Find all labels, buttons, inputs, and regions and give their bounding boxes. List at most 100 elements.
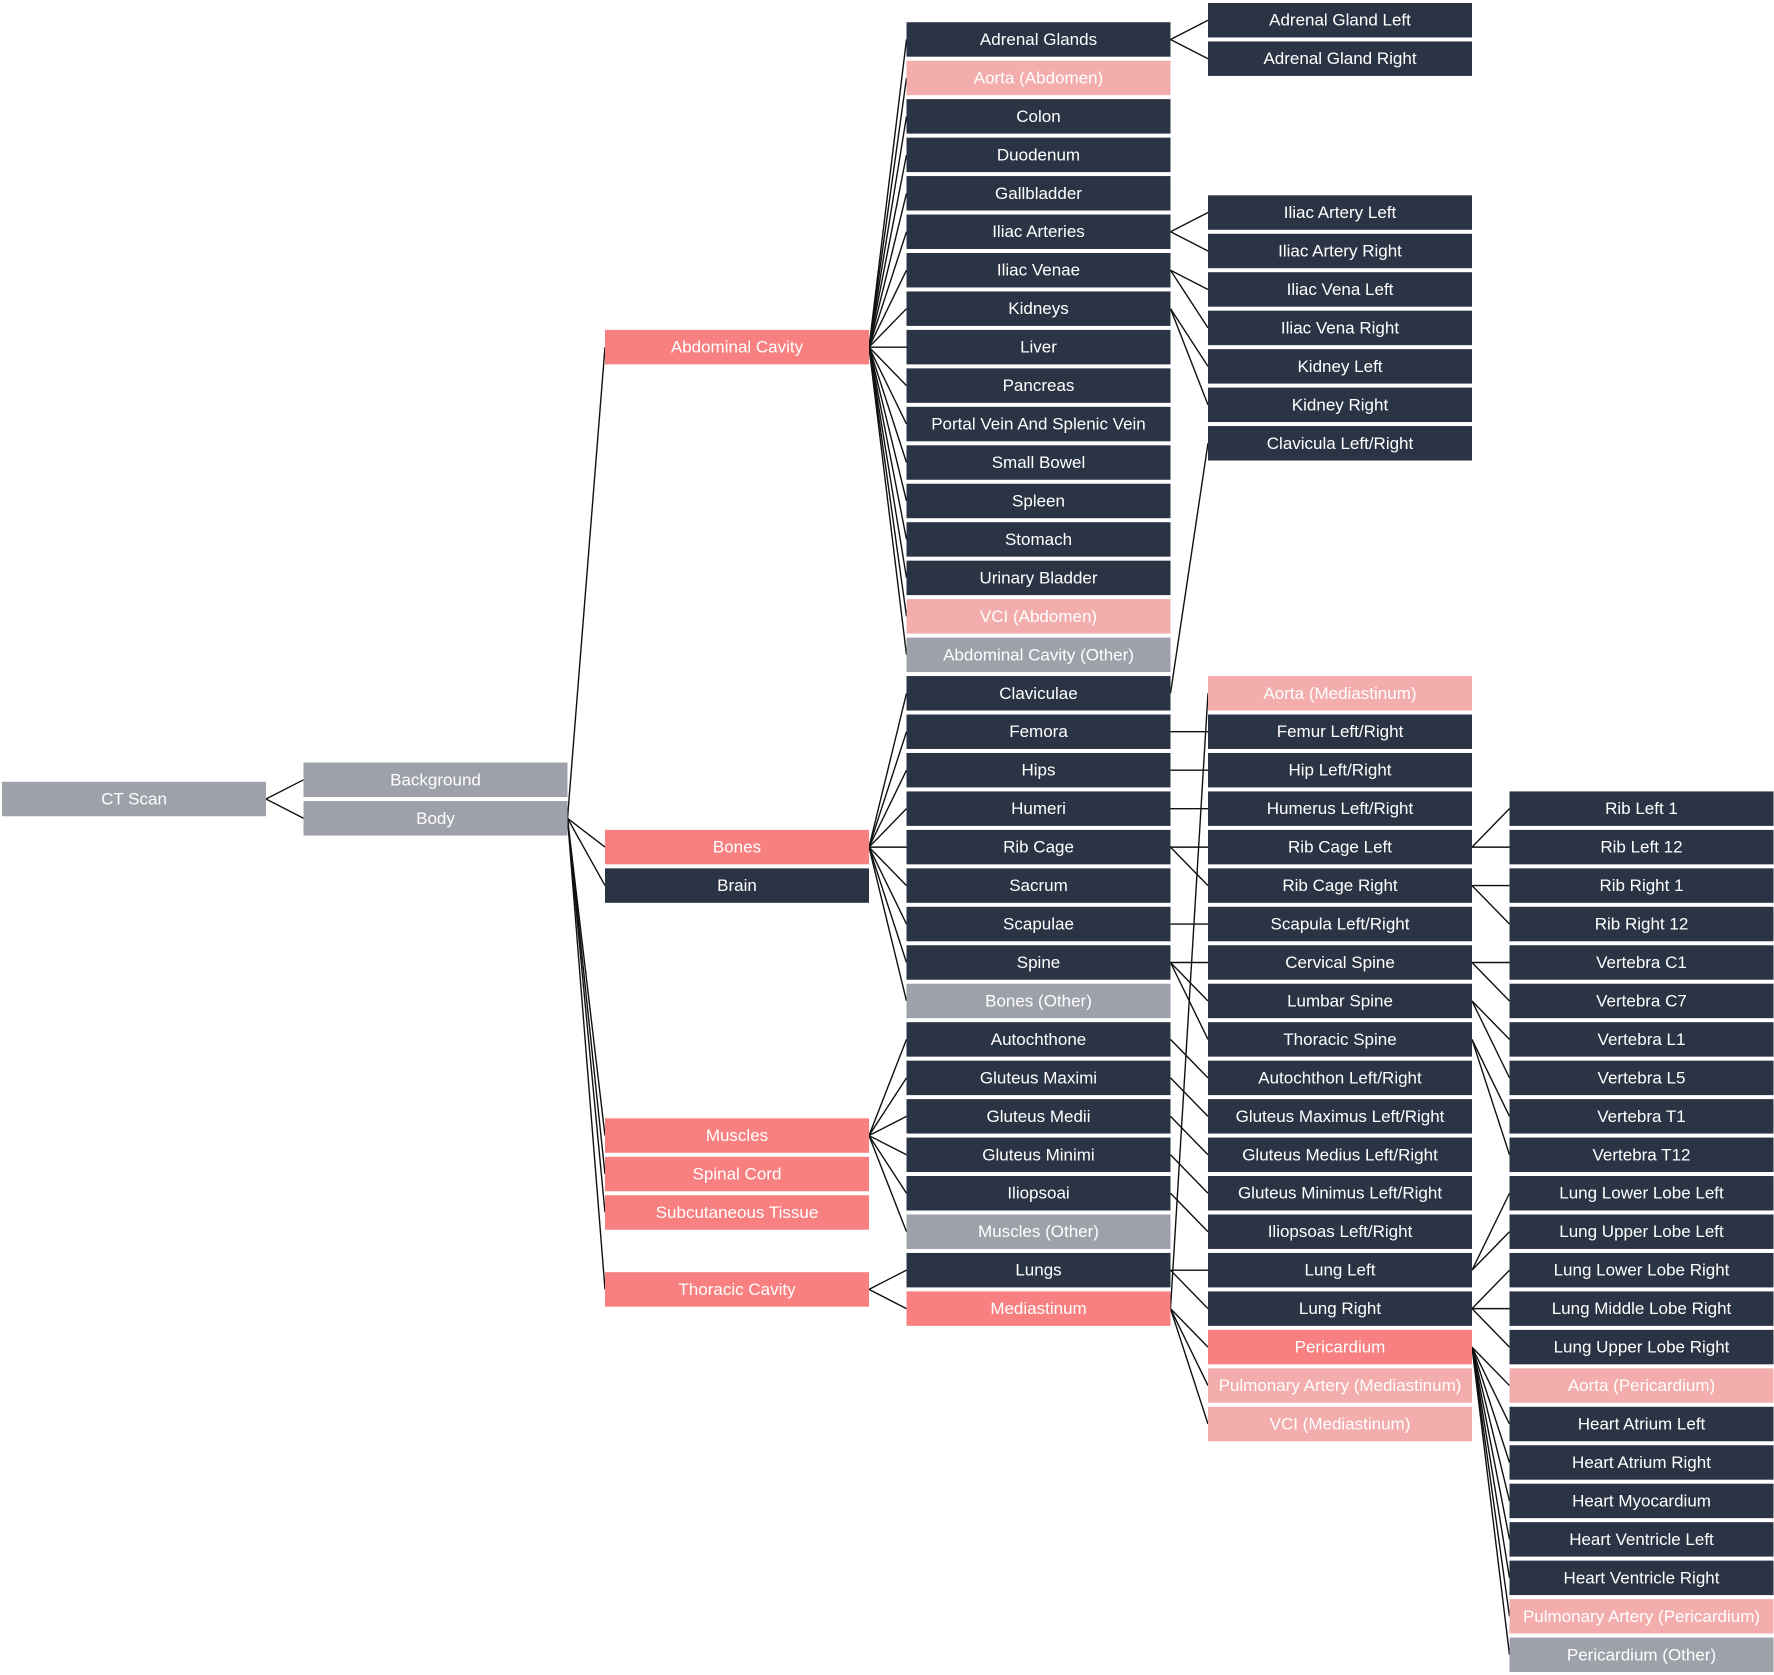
connector (1169, 1038, 1209, 1079)
node-box (1509, 791, 1774, 826)
node-label: Lung Left (1305, 1261, 1376, 1280)
connector (1471, 1346, 1511, 1578)
connector (868, 346, 908, 425)
node-box (1208, 1214, 1472, 1249)
connector (1169, 1115, 1209, 1156)
node-box (605, 1195, 869, 1230)
node-box (906, 1060, 1171, 1096)
connector (868, 308, 908, 348)
node-box (303, 762, 568, 798)
connector (868, 347, 908, 617)
node-label: Small Bowel (992, 453, 1086, 472)
connector (868, 1115, 907, 1137)
node-box (1509, 1368, 1774, 1403)
connector (566, 817, 606, 886)
node-label: Vertebra L5 (1598, 1068, 1686, 1087)
node-box (906, 752, 1171, 788)
node-box (906, 214, 1171, 249)
node-label: Heart Ventricle Left (1569, 1530, 1714, 1549)
node-box (1509, 1483, 1774, 1519)
connector (1471, 1269, 1511, 1310)
connector (1471, 1039, 1511, 1156)
node-box (1208, 1060, 1472, 1096)
node-box (1208, 868, 1472, 903)
node-label: Autochthon Left/Right (1258, 1068, 1422, 1087)
node-label: Kidneys (1008, 299, 1068, 318)
node-label: Vertebra T1 (1597, 1107, 1686, 1126)
node-box (906, 483, 1171, 519)
node-label: Adrenal Gland Left (1269, 11, 1411, 30)
node-label: Rib Right 1 (1599, 876, 1683, 895)
node-label: Scapulae (1003, 915, 1074, 934)
node-label: Pancreas (1003, 376, 1075, 395)
node-label: Thoracic Spine (1283, 1030, 1396, 1049)
connector (868, 1288, 907, 1310)
node-box (906, 599, 1171, 634)
node-box (906, 60, 1171, 96)
connector (1471, 1346, 1511, 1502)
node-box (906, 406, 1171, 442)
node-label: Adrenal Glands (980, 30, 1097, 49)
connector (1169, 1077, 1209, 1117)
node-label: Lung Upper Lobe Left (1559, 1222, 1724, 1241)
connector (868, 769, 908, 848)
node-label: Cervical Spine (1285, 953, 1395, 972)
node-label: Vertebra T12 (1593, 1145, 1691, 1164)
connector (265, 798, 304, 819)
node-box (906, 445, 1171, 480)
connector (1170, 269, 1209, 291)
node-box (1208, 906, 1472, 942)
node-label: Brain (717, 876, 757, 895)
connector (1471, 1346, 1511, 1463)
node-box (1208, 387, 1472, 423)
node-box (605, 829, 869, 865)
node-box (906, 1214, 1171, 1249)
node-label: Adrenal Gland Right (1263, 49, 1416, 68)
node-label: Muscles (706, 1126, 768, 1145)
node-label: Humerus Left/Right (1267, 799, 1414, 818)
node-box (906, 176, 1171, 211)
node-box (1208, 1406, 1472, 1442)
connector (868, 1135, 908, 1232)
node-box (1509, 1560, 1774, 1596)
node-box (906, 1176, 1171, 1211)
node-label: Iliac Artery Left (1284, 203, 1397, 222)
connector (868, 731, 908, 848)
node-label: Colon (1016, 107, 1060, 126)
node-label: Rib Cage (1003, 838, 1074, 857)
node-label: Muscles (Other) (978, 1222, 1099, 1241)
connector (1169, 962, 1209, 1002)
connector (1471, 1000, 1511, 1040)
node-label: Iliopsoas Left/Right (1268, 1222, 1413, 1241)
node-label: Liver (1020, 338, 1057, 357)
node-label: Lung Lower Lobe Right (1554, 1261, 1730, 1280)
node-box (906, 714, 1171, 749)
node-label: Lung Lower Lobe Left (1559, 1184, 1724, 1203)
connector (1471, 885, 1511, 925)
connector (1471, 808, 1511, 848)
node-label: Bones (Other) (985, 991, 1092, 1010)
node-label: Heart Myocardium (1572, 1491, 1711, 1510)
node-box (605, 1118, 869, 1153)
node-label: Rib Left 12 (1600, 838, 1682, 857)
node-box (906, 137, 1171, 173)
node-box (906, 252, 1171, 288)
connector (1170, 38, 1209, 60)
connector (868, 808, 908, 848)
node-box (1509, 868, 1774, 903)
connector (1471, 962, 1511, 1002)
node-label: Humeri (1011, 799, 1066, 818)
node-label: Lung Right (1299, 1299, 1382, 1318)
connector (566, 818, 606, 1213)
node-label: Kidney Right (1292, 395, 1389, 414)
node-box (1208, 1176, 1472, 1211)
connector (868, 846, 908, 963)
node-box (1208, 1022, 1472, 1057)
connector (1169, 693, 1209, 1309)
node-label: Heart Ventricle Right (1564, 1568, 1720, 1587)
connector (1169, 1308, 1209, 1348)
node-label: Abdominal Cavity (Other) (943, 645, 1134, 664)
node-box (906, 868, 1171, 903)
connector (868, 1077, 908, 1136)
